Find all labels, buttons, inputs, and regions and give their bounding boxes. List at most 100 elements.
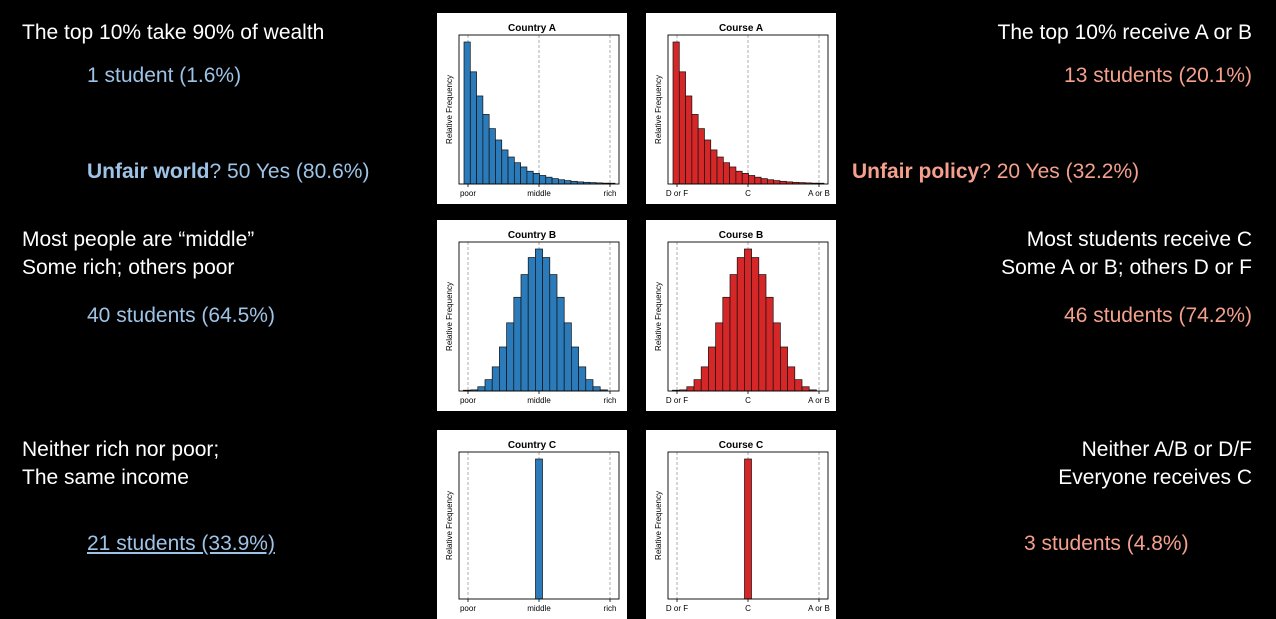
histogram-bar — [735, 170, 743, 185]
histogram-bar — [708, 346, 716, 392]
row1-left-stat: 1 student (1.6%) — [87, 64, 242, 87]
histogram-bar — [780, 346, 788, 392]
histogram-bar — [729, 166, 737, 185]
histogram-bar — [539, 175, 547, 185]
histogram-bar — [484, 379, 493, 392]
histogram-bar — [549, 274, 558, 392]
tick-label: A or B — [808, 189, 830, 198]
histogram-bar — [526, 170, 534, 185]
histogram-bar — [686, 386, 695, 392]
histogram-bar — [535, 458, 543, 600]
chart-title: Country C — [508, 440, 556, 451]
histogram-bar — [715, 322, 724, 392]
y-axis-label: Relative Frequency — [445, 491, 454, 560]
histogram-bar — [527, 257, 536, 392]
histogram-bar — [463, 41, 471, 185]
tick-label: poor — [460, 396, 476, 405]
chart-course-b: Course B Relative Frequency D or F C A or B — [646, 220, 836, 411]
histogram-bar — [765, 296, 774, 392]
histogram-bar — [542, 257, 551, 392]
histogram-bar — [469, 71, 477, 185]
tick-label: rich — [604, 604, 617, 613]
tick-label: A or B — [808, 396, 830, 405]
tick-label: C — [745, 396, 751, 405]
row1-right-line1: The top 10% receive A or B — [997, 21, 1252, 44]
histogram-bar — [760, 178, 768, 185]
tick-label: D or F — [666, 396, 688, 405]
tick-label: middle — [527, 396, 551, 405]
row3-left-stat-link[interactable]: 21 students (33.9%) — [87, 532, 275, 555]
histogram-bar — [477, 386, 486, 392]
histogram-bar — [693, 379, 702, 392]
axes-frame — [667, 451, 829, 600]
chart-title: Country A — [508, 23, 556, 34]
tick-label: middle — [527, 189, 551, 198]
axes-frame — [667, 241, 829, 392]
tick-label: poor — [460, 604, 476, 613]
histogram-bar — [491, 366, 500, 392]
unfair-world-result: ? 50 Yes (80.6%) — [209, 160, 370, 183]
y-axis-label: Relative Frequency — [445, 75, 454, 144]
y-axis-label: Relative Frequency — [654, 491, 663, 560]
histogram-bar — [499, 346, 507, 392]
histogram-bar — [571, 346, 579, 392]
histogram-bar — [672, 41, 680, 185]
row3-left-line1: Neither rich nor poor; — [22, 438, 220, 461]
tick-label: C — [745, 189, 751, 198]
histogram-bar — [558, 179, 566, 185]
histogram-bar — [697, 128, 705, 185]
histogram-bar — [545, 176, 553, 185]
histogram-bar — [551, 178, 559, 185]
histogram-bar — [535, 248, 543, 392]
tick-label: middle — [527, 604, 551, 613]
histogram-bar — [751, 257, 760, 392]
histogram-bar — [722, 162, 730, 185]
chart-title: Country B — [508, 230, 556, 241]
tick-label: poor — [460, 189, 476, 198]
histogram-bar — [578, 366, 587, 392]
histogram-bar — [773, 180, 781, 185]
histogram-bar — [506, 322, 515, 392]
unfair-policy-label: Unfair policy — [852, 160, 980, 183]
histogram-bar — [563, 322, 572, 392]
histogram-bar — [476, 95, 484, 185]
histogram-bar — [678, 71, 686, 185]
histogram-bar — [754, 176, 762, 185]
chart-course-a: Course A Relative Frequency D or F C A or B — [646, 13, 836, 204]
tick-label: C — [745, 604, 751, 613]
unfair-world-label: Unfair world — [87, 160, 210, 183]
y-axis-label: Relative Frequency — [654, 75, 663, 144]
histogram-bar — [532, 173, 540, 185]
histogram-bar — [729, 274, 738, 392]
row3-right-stat: 3 students (4.8%) — [1024, 532, 1189, 555]
histogram-bar — [564, 180, 572, 185]
axes-frame — [667, 34, 829, 185]
tick-label: A or B — [808, 604, 830, 613]
row1-left-question: Unfair world? 50 Yes (80.6%) — [87, 158, 369, 186]
histogram-bar — [592, 386, 601, 392]
row1-right-stat: 13 students (20.1%) — [1064, 64, 1252, 87]
y-axis-label: Relative Frequency — [654, 282, 663, 351]
tick-label: rich — [604, 189, 617, 198]
histogram-bar — [787, 366, 796, 392]
histogram-bar — [556, 296, 565, 392]
histogram-bar — [736, 257, 745, 392]
histogram-bar — [585, 379, 594, 392]
histogram-bar — [513, 296, 522, 392]
row2-right-stat: 46 students (74.2%) — [1064, 304, 1252, 327]
row2-left-line2: Some rich; others poor — [22, 256, 235, 279]
histogram-bar — [704, 139, 712, 185]
histogram-bar — [482, 114, 490, 185]
tick-label: D or F — [666, 604, 688, 613]
histogram-bar — [741, 173, 749, 185]
unfair-policy-result: ? 20 Yes (32.2%) — [979, 160, 1140, 183]
row3-left-line2: The same income — [22, 466, 189, 489]
row2-right-line1: Most students receive C — [1026, 228, 1252, 251]
histogram-bar — [801, 386, 810, 392]
tick-label: rich — [604, 396, 617, 405]
histogram-bar — [744, 248, 752, 392]
histogram-bar — [722, 296, 731, 392]
histogram-bar — [700, 366, 709, 392]
histogram-bar — [495, 139, 503, 185]
histogram-bar — [507, 156, 515, 185]
